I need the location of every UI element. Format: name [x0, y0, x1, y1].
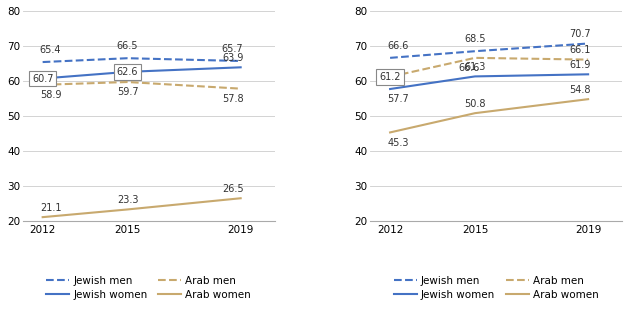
Text: 66.6: 66.6	[387, 41, 409, 51]
Text: 61.2: 61.2	[379, 72, 401, 82]
Text: 65.7: 65.7	[222, 44, 243, 54]
Text: 70.7: 70.7	[569, 29, 591, 39]
Text: 58.9: 58.9	[40, 90, 62, 100]
Text: 66.5: 66.5	[117, 41, 138, 51]
Text: 66.1: 66.1	[569, 46, 591, 56]
Text: 59.7: 59.7	[117, 87, 138, 97]
Text: 57.8: 57.8	[222, 94, 243, 104]
Text: 61.3: 61.3	[464, 62, 486, 72]
Text: 26.5: 26.5	[222, 184, 243, 194]
Text: 63.9: 63.9	[222, 53, 243, 63]
Text: 65.4: 65.4	[40, 45, 62, 55]
Text: 45.3: 45.3	[387, 138, 409, 148]
Text: 21.1: 21.1	[40, 203, 62, 213]
Legend: Jewish men, Jewish women, Arab men, Arab women: Jewish men, Jewish women, Arab men, Arab…	[390, 271, 603, 304]
Text: 68.5: 68.5	[464, 34, 486, 44]
Text: 66.6: 66.6	[459, 63, 480, 73]
Text: 61.9: 61.9	[569, 60, 591, 70]
Text: 60.7: 60.7	[32, 73, 53, 84]
Legend: Jewish men, Jewish women, Arab men, Arab women: Jewish men, Jewish women, Arab men, Arab…	[42, 271, 255, 304]
Text: 23.3: 23.3	[117, 195, 138, 205]
Text: 57.7: 57.7	[387, 94, 409, 104]
Text: 50.8: 50.8	[464, 99, 486, 109]
Text: 62.6: 62.6	[117, 67, 138, 77]
Text: 54.8: 54.8	[569, 85, 591, 95]
